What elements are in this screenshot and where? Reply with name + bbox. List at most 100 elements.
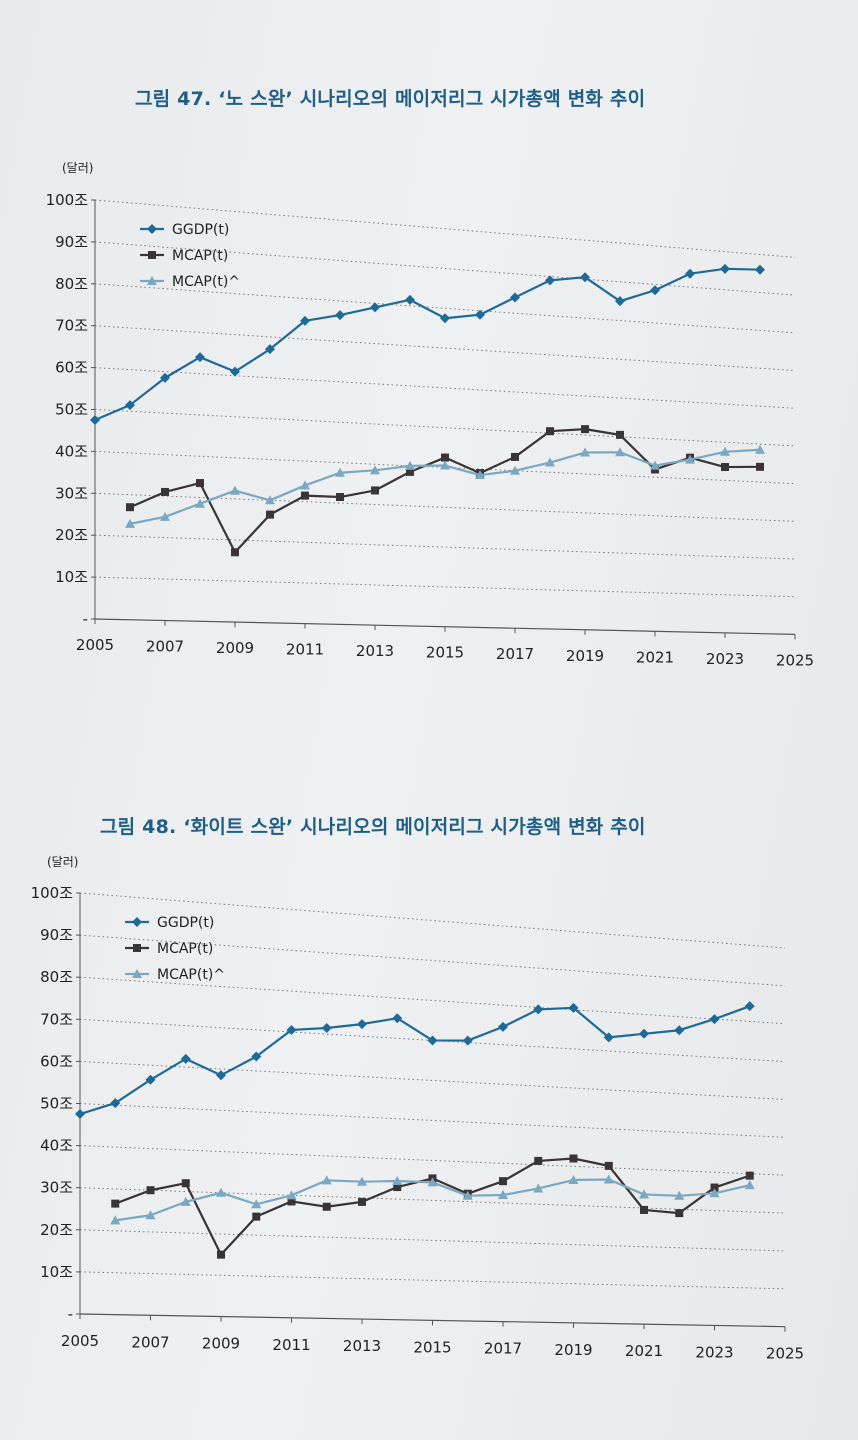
data-point <box>510 465 520 475</box>
legend-label: MCAP(t)^ <box>172 274 240 290</box>
y-tick-label: 10조 <box>40 1263 73 1281</box>
series-line <box>94 267 761 421</box>
data-point <box>534 1156 543 1165</box>
x-tick-label: 2009 <box>216 639 254 657</box>
y-tick-label: 30조 <box>40 1179 73 1197</box>
y-tick-label: 70조 <box>55 317 88 335</box>
data-point <box>427 1035 438 1046</box>
data-point <box>603 1032 614 1043</box>
data-point <box>745 1171 754 1180</box>
data-point <box>475 309 485 320</box>
data-point <box>180 1196 191 1206</box>
data-point <box>251 1199 262 1209</box>
data-point <box>180 1053 191 1064</box>
x-tick-label: 2013 <box>356 642 394 660</box>
y-tick-label: 40조 <box>40 1137 73 1155</box>
data-point <box>357 1176 367 1186</box>
x-tick-label: 2011 <box>286 641 324 659</box>
data-point <box>321 1023 332 1034</box>
x-tick-label: 2023 <box>695 1343 733 1361</box>
x-tick-label: 2013 <box>343 1337 381 1355</box>
data-point <box>145 1210 156 1220</box>
legend-marker <box>132 917 142 927</box>
data-point <box>581 425 589 434</box>
data-point <box>755 264 765 275</box>
data-point <box>709 1014 720 1025</box>
data-point <box>216 1070 226 1081</box>
data-point <box>744 1180 755 1190</box>
data-point <box>405 460 415 470</box>
data-point <box>546 427 554 436</box>
legend-label: MCAP(t)^ <box>157 967 225 983</box>
data-point <box>230 485 240 495</box>
data-point <box>710 1183 719 1192</box>
data-point <box>110 1098 121 1109</box>
data-point <box>755 444 765 454</box>
legend-label: GGDP(t) <box>157 915 214 931</box>
y-tick-label: 10조 <box>55 568 88 586</box>
data-point <box>392 1013 403 1024</box>
data-point <box>533 1183 544 1193</box>
data-point <box>216 1187 226 1197</box>
data-point <box>90 414 100 425</box>
data-point <box>336 493 344 502</box>
data-point <box>195 352 205 363</box>
data-point <box>580 272 590 283</box>
data-point <box>301 491 309 500</box>
data-point <box>393 1183 402 1192</box>
data-point <box>604 1161 613 1170</box>
x-tick-label: 2015 <box>413 1338 451 1356</box>
data-point <box>126 503 134 512</box>
data-point <box>639 1028 649 1039</box>
y-tick-label: - <box>68 1305 73 1323</box>
data-point <box>685 454 695 464</box>
data-point <box>603 1174 614 1184</box>
data-point <box>145 1074 156 1085</box>
data-point <box>392 1176 403 1186</box>
y-tick-label: 60조 <box>40 1052 73 1070</box>
data-point <box>640 1205 648 1214</box>
data-point <box>533 1004 544 1015</box>
y-tick-label: 60조 <box>55 359 88 377</box>
y-axis-unit: (달러) <box>62 161 93 175</box>
legend-marker <box>132 969 142 978</box>
x-tick-label: 2005 <box>61 1332 99 1350</box>
data-point <box>475 470 485 480</box>
data-point <box>462 1035 473 1046</box>
legend-marker <box>147 224 157 234</box>
data-point <box>498 1021 508 1032</box>
data-point <box>160 511 170 521</box>
chart-title: 그림 48. ‘화이트 스완’ 시나리오의 메이저리그 시가총액 변화 추이 <box>100 816 646 838</box>
data-point <box>300 480 310 490</box>
data-point <box>265 495 275 505</box>
data-point <box>511 452 519 461</box>
chart-title: 그림 47. ‘노 스완’ 시나리오의 메이저리그 시가총액 변화 추이 <box>135 88 646 110</box>
data-point <box>252 1212 261 1221</box>
x-tick-label: 2025 <box>776 651 814 669</box>
data-point <box>195 498 205 508</box>
data-point <box>125 400 135 411</box>
data-point <box>639 1189 649 1199</box>
data-point <box>266 510 274 519</box>
x-tick-label: 2005 <box>76 636 114 654</box>
data-point <box>616 430 624 439</box>
data-point <box>685 268 695 279</box>
data-point <box>358 1197 366 1206</box>
y-tick-label: 50조 <box>40 1095 73 1113</box>
gridline <box>79 892 786 949</box>
x-tick-label: 2019 <box>566 647 604 665</box>
gridline <box>79 1187 786 1214</box>
data-point <box>499 1177 507 1186</box>
data-point <box>568 1002 579 1013</box>
data-point <box>231 548 239 557</box>
data-point <box>196 479 204 488</box>
x-tick-label: 2017 <box>484 1340 522 1358</box>
data-point <box>322 1202 331 1211</box>
y-tick-label: 80조 <box>40 968 73 986</box>
y-tick-label: 100조 <box>31 884 74 902</box>
data-point <box>287 1197 296 1206</box>
data-point <box>650 460 660 470</box>
series-line <box>114 1157 751 1256</box>
gridline <box>79 1103 786 1138</box>
